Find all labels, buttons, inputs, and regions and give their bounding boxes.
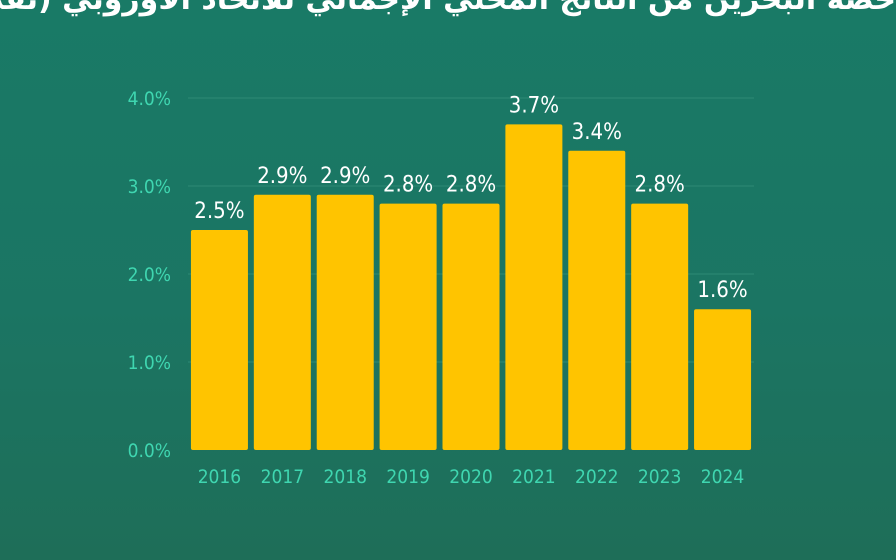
- x-axis-labels: 2016 2017 2018 2019 2020 2021 2022 2023 2024: [198, 466, 745, 488]
- bar: [379, 203, 437, 450]
- x-tick-label: 2021: [512, 466, 556, 488]
- bar-value-label: 2.8%: [635, 173, 685, 198]
- x-tick-label: 2016: [198, 466, 242, 488]
- x-tick-label: 2017: [261, 466, 305, 488]
- bar: [568, 150, 626, 451]
- y-tick-label: 2.0%: [128, 264, 171, 286]
- x-tick-label: 2018: [323, 466, 367, 488]
- value-labels: 2.5% 2.9% 2.9% 2.8% 2.8% 3.7% 3.4% 2.8% 1.6%: [194, 93, 747, 303]
- bar: [631, 203, 689, 450]
- y-tick-label: 3.0%: [128, 176, 171, 198]
- bar-value-label: 2.9%: [257, 164, 307, 189]
- bar-value-label: 2.8%: [446, 173, 496, 198]
- bar: [694, 309, 752, 450]
- x-tick-label: 2022: [575, 466, 619, 488]
- bar-value-label: 3.7%: [509, 93, 559, 118]
- bar-value-label: 2.8%: [383, 173, 433, 198]
- x-tick-label: 2023: [638, 466, 682, 488]
- bar: [316, 194, 374, 450]
- bar: [253, 194, 311, 450]
- y-tick-label: 1.0%: [128, 352, 171, 374]
- y-tick-label: 0.0%: [128, 440, 171, 462]
- x-tick-label: 2024: [701, 466, 745, 488]
- x-tick-label: 2020: [449, 466, 493, 488]
- bars: [190, 124, 752, 451]
- y-tick-label: 4.0%: [128, 88, 171, 110]
- bar: [505, 124, 563, 451]
- x-tick-label: 2019: [386, 466, 430, 488]
- bar: [442, 203, 500, 450]
- chart-title: حصة البحرين من الناتج المحلي الإجمالي لل…: [0, 0, 896, 17]
- bar-value-label: 2.5%: [194, 199, 244, 224]
- bar-value-label: 3.4%: [572, 120, 622, 145]
- bar: [190, 230, 248, 450]
- bar-value-label: 1.6%: [697, 278, 747, 303]
- y-axis-ticks: 0.0% 1.0% 2.0% 3.0% 4.0%: [128, 88, 171, 462]
- bar-value-label: 2.9%: [320, 164, 370, 189]
